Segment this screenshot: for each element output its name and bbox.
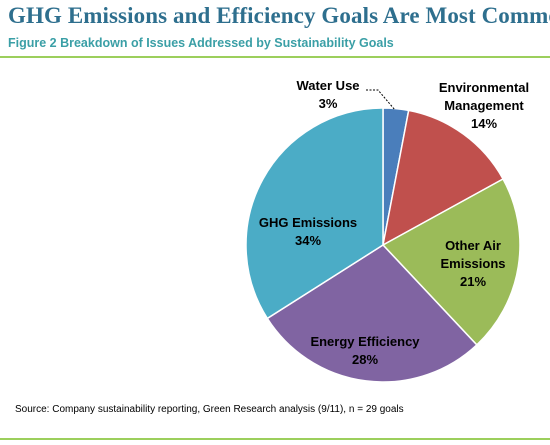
slice-value-text: 28%	[352, 352, 378, 367]
pie-slice-ghg-emissions	[245, 107, 384, 320]
pie-slice-energy-efficiency	[266, 244, 478, 383]
slice-category-text: Energy Efficiency	[310, 334, 420, 349]
slice-label-water-use: Water Use 3%	[296, 78, 359, 111]
slice-label-other-air-emissions: Other Air Emissions 21%	[440, 238, 505, 289]
figure-subtitle: Figure 2 Breakdown of Issues Addressed b…	[8, 36, 394, 50]
bottom-divider	[0, 438, 550, 440]
slice-category-text: GHG Emissions	[259, 215, 357, 230]
slice-value-text: 34%	[295, 233, 321, 248]
slice-category-text: Other Air	[445, 238, 501, 253]
slice-category-text: Management	[444, 98, 524, 113]
slice-label-energy-efficiency: Energy Efficiency 28%	[310, 334, 420, 367]
slice-value-text: 14%	[471, 116, 497, 131]
pie-slice-environmental-management	[381, 109, 505, 247]
source-note: Source: Company sustainability reporting…	[15, 404, 404, 415]
water-use-leader-line	[366, 89, 396, 111]
slice-category-text: Environmental	[439, 80, 529, 95]
pie-slice-other-air-emissions	[381, 177, 521, 346]
top-divider	[0, 56, 550, 58]
page-title: GHG Emissions and Efficiency Goals Are M…	[8, 3, 550, 28]
slice-value-text: 21%	[460, 274, 486, 289]
slice-label-environmental-management: Environmental Management 14%	[439, 80, 529, 131]
slice-category-text: Emissions	[440, 256, 505, 271]
slice-label-ghg-emissions: GHG Emissions 34%	[259, 215, 357, 248]
slice-category-text: Water Use	[296, 78, 359, 93]
slice-value-text: 3%	[319, 96, 338, 111]
